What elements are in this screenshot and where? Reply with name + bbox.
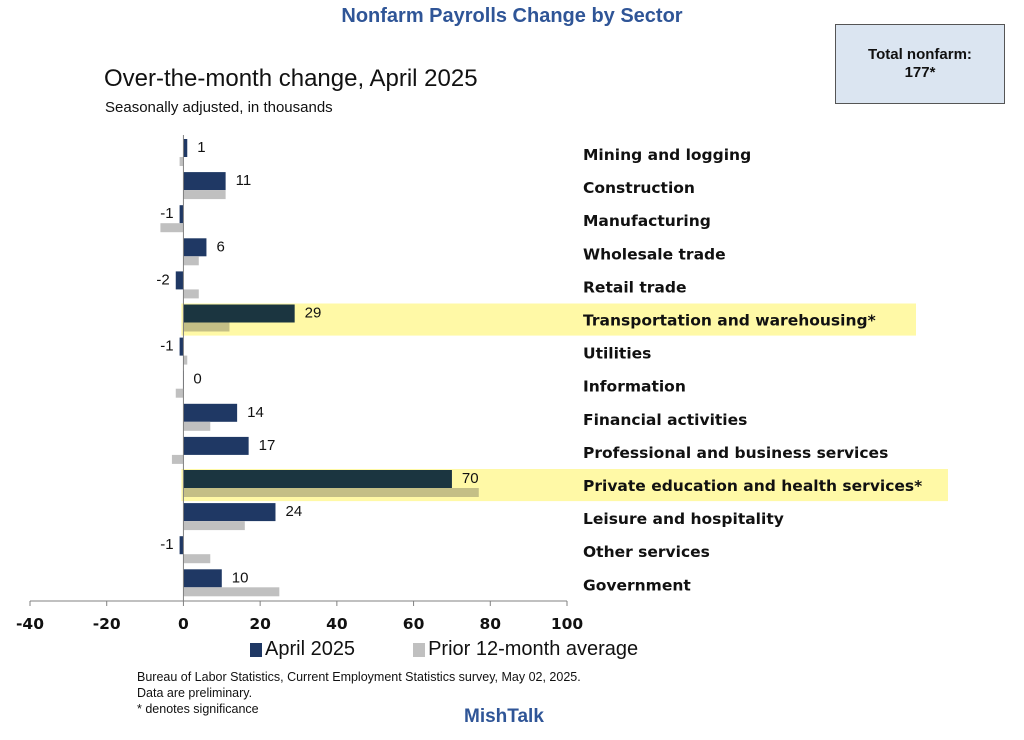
x-axis: -40 -20 0 20 40 60 80 100 <box>16 135 583 633</box>
data-label: 0 <box>193 371 201 388</box>
x-tick-label: -40 <box>16 615 44 633</box>
source-note: Bureau of Labor Statistics, Current Empl… <box>137 669 581 717</box>
category-label: Professional and business services <box>583 444 888 462</box>
category-label: Utilities <box>583 345 651 363</box>
x-tick-label: 60 <box>403 615 425 633</box>
x-tick-label: 80 <box>479 615 501 633</box>
x-tick-label: 20 <box>249 615 271 633</box>
total-nonfarm-value: 177* <box>904 64 936 81</box>
bar-prior-average <box>183 256 199 266</box>
page-title: Nonfarm Payrolls Change by Sector <box>341 5 683 27</box>
bar-april-2025 <box>183 436 249 455</box>
category-labels: Mining and logging Construction Manufactur… <box>583 146 922 594</box>
bar-april-2025 <box>179 337 184 356</box>
category-label: Information <box>583 378 686 396</box>
highlight-band <box>181 303 916 336</box>
chart-subtitle: Seasonally adjusted, in thousands <box>105 99 333 116</box>
bar-prior-average <box>183 322 230 332</box>
bar-prior-average <box>183 355 188 365</box>
source-line: Data are preliminary. <box>137 686 253 700</box>
category-label: Other services <box>583 543 710 561</box>
x-tick-label: 100 <box>551 615 584 633</box>
bar-april-2025 <box>183 569 222 588</box>
data-label: 17 <box>259 437 276 454</box>
bar-april-2025 <box>179 536 184 555</box>
x-tick-label: 40 <box>326 615 348 633</box>
bar-prior-average <box>183 289 199 299</box>
bar-april-2025 <box>183 238 207 257</box>
bar-april-2025 <box>183 470 452 488</box>
bar-prior-average <box>183 554 211 564</box>
data-label: -2 <box>156 271 169 288</box>
bar-prior-average <box>179 157 184 166</box>
category-label: Financial activities <box>583 411 747 429</box>
category-label: Manufacturing <box>583 212 711 230</box>
brand-watermark: MishTalk <box>464 706 544 727</box>
legend-item-prior: Prior 12-month average <box>413 638 638 661</box>
bar-april-2025 <box>183 304 295 323</box>
source-line: Bureau of Labor Statistics, Current Empl… <box>137 670 581 684</box>
bar-prior-average <box>160 223 184 233</box>
bar-prior-average <box>183 190 226 200</box>
bar-prior-average <box>175 388 184 398</box>
data-label: 11 <box>236 172 252 189</box>
category-label: Transportation and warehousing* <box>583 312 876 330</box>
legend-item-april: April 2025 <box>250 638 355 661</box>
bar-april-2025 <box>183 172 226 191</box>
category-label: Government <box>583 576 691 594</box>
category-label: Private education and health services* <box>583 477 922 495</box>
data-label: 10 <box>232 569 249 586</box>
bar-prior-average <box>183 421 211 431</box>
legend-label-prior: Prior 12-month average <box>428 638 639 660</box>
bar-april-2025 <box>183 403 238 422</box>
category-label: Wholesale trade <box>583 245 726 263</box>
data-label: 1 <box>197 139 205 156</box>
bar-april-2025 <box>179 205 184 224</box>
bar-april-2025 <box>183 503 276 522</box>
data-label: 70 <box>462 470 479 487</box>
bar-prior-average <box>171 454 184 464</box>
legend-swatch-april <box>250 642 262 657</box>
data-label: -1 <box>160 536 173 553</box>
bar-prior-average <box>183 587 280 597</box>
x-tick-label: 0 <box>178 615 189 633</box>
category-label: Leisure and hospitality <box>583 510 784 528</box>
data-label: -1 <box>160 205 173 222</box>
data-label: -1 <box>160 338 173 355</box>
category-label: Construction <box>583 179 695 197</box>
bar-prior-average <box>183 488 479 497</box>
data-label: 29 <box>305 305 322 322</box>
legend: April 2025 Prior 12-month average <box>250 638 638 661</box>
x-tick-label: -20 <box>93 615 121 633</box>
bar-april-2025 <box>183 139 188 157</box>
category-label: Mining and logging <box>583 146 751 164</box>
source-line: * denotes significance <box>137 702 259 716</box>
category-label: Retail trade <box>583 278 686 296</box>
chart-title: Over-the-month change, April 2025 <box>104 65 478 92</box>
data-label: 6 <box>216 238 224 255</box>
data-label: 24 <box>285 503 302 520</box>
total-nonfarm-label: Total nonfarm: <box>868 46 972 63</box>
bars <box>160 139 479 597</box>
legend-swatch-prior <box>413 642 426 657</box>
data-label: 14 <box>247 404 264 421</box>
total-nonfarm-box: Total nonfarm: 177* <box>835 24 1005 104</box>
bar-april-2025 <box>175 271 184 290</box>
bar-prior-average <box>183 521 245 531</box>
legend-label-april: April 2025 <box>265 638 356 660</box>
